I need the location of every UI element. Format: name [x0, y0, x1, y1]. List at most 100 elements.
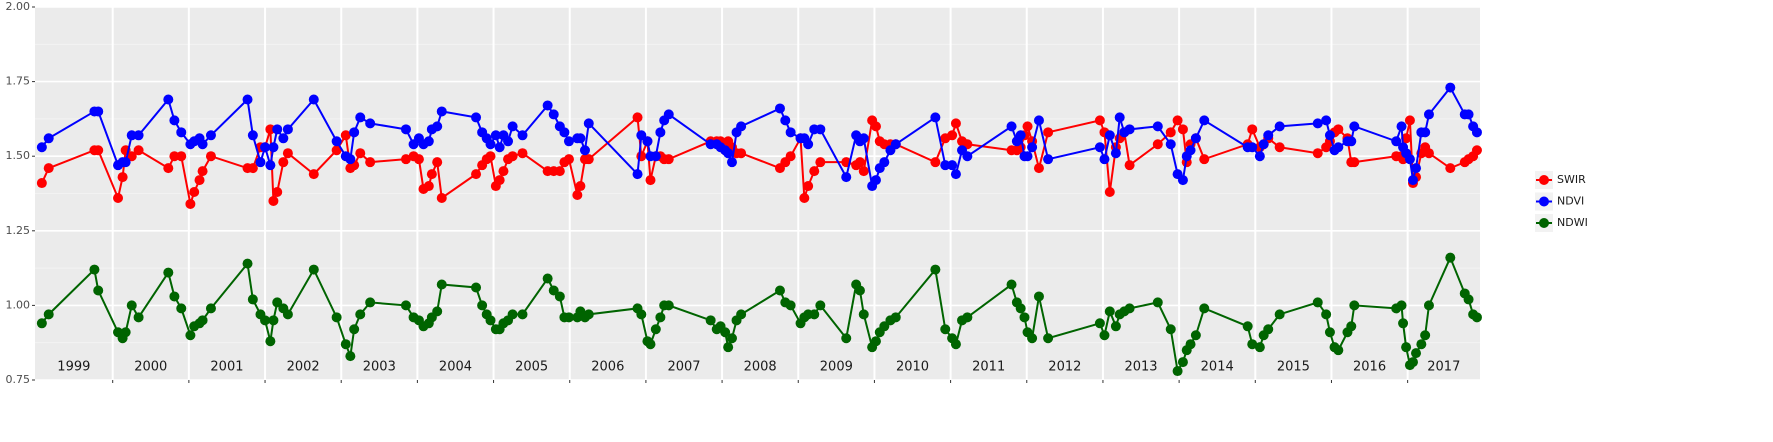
point [854, 157, 865, 168]
point [93, 285, 104, 296]
point [575, 133, 586, 144]
point [650, 324, 661, 335]
point [583, 309, 594, 320]
point [490, 130, 501, 141]
point [194, 175, 205, 186]
year-label: 2005 [515, 360, 548, 375]
point [815, 124, 826, 135]
point [185, 198, 196, 209]
point [189, 187, 200, 198]
point [355, 112, 366, 123]
point [1471, 145, 1482, 156]
point [542, 273, 553, 284]
point [1445, 82, 1456, 93]
point [282, 124, 293, 135]
point [169, 291, 180, 302]
point [1006, 279, 1017, 290]
point [1110, 148, 1121, 159]
year-label: 2010 [896, 360, 929, 375]
point [1152, 139, 1163, 150]
point [583, 154, 594, 165]
point [1199, 154, 1210, 165]
point [426, 169, 437, 180]
point [542, 100, 553, 111]
point [205, 303, 216, 314]
point [1104, 130, 1115, 141]
point [642, 136, 653, 147]
point [268, 315, 279, 326]
point [1043, 127, 1054, 138]
year-label: 2008 [744, 360, 777, 375]
legend-label: NDWI [1557, 216, 1588, 229]
point [1423, 148, 1434, 159]
point [485, 315, 496, 326]
point [1404, 154, 1415, 165]
point [485, 151, 496, 162]
point [423, 181, 434, 192]
point [349, 127, 360, 138]
point [655, 312, 666, 323]
point [858, 133, 869, 144]
point [1274, 309, 1285, 320]
point [197, 139, 208, 150]
point [247, 163, 258, 174]
point [1420, 330, 1431, 341]
point [169, 115, 180, 126]
point [1349, 121, 1360, 132]
point [400, 300, 411, 311]
point [663, 300, 674, 311]
point [1033, 115, 1044, 126]
point [1324, 327, 1335, 338]
point [1006, 121, 1017, 132]
point [1312, 148, 1323, 159]
year-label: 2009 [820, 360, 853, 375]
point [255, 157, 266, 168]
point [43, 309, 54, 320]
point [1190, 133, 1201, 144]
point [494, 175, 505, 186]
point [176, 303, 187, 314]
point [645, 339, 656, 350]
legend-label: SWIR [1557, 173, 1586, 186]
point [272, 187, 283, 198]
point [423, 136, 434, 147]
point [471, 169, 482, 180]
point [365, 157, 376, 168]
point [331, 145, 342, 156]
point [1185, 145, 1196, 156]
point [1445, 163, 1456, 174]
y-tick-label: 1.00 [6, 298, 31, 311]
point [1043, 333, 1054, 344]
point [340, 130, 351, 141]
point [471, 112, 482, 123]
point [1333, 142, 1344, 153]
point [663, 154, 674, 165]
point [1346, 136, 1357, 147]
point [890, 139, 901, 150]
point [723, 342, 734, 353]
point [650, 151, 661, 162]
point [559, 127, 570, 138]
point [517, 148, 528, 159]
point [1349, 300, 1360, 311]
point [1349, 157, 1360, 168]
point [1124, 124, 1135, 135]
year-label: 2012 [1048, 360, 1081, 375]
point [1043, 154, 1054, 165]
point [1199, 303, 1210, 314]
point [1152, 121, 1163, 132]
point [477, 300, 488, 311]
point [197, 166, 208, 177]
point [636, 151, 647, 162]
point [890, 312, 901, 323]
point [1398, 318, 1409, 329]
point [1033, 291, 1044, 302]
point [1254, 342, 1265, 353]
year-label: 1999 [57, 360, 90, 375]
point [1312, 297, 1323, 308]
year-label: 2016 [1353, 360, 1386, 375]
point [1022, 151, 1033, 162]
point [265, 160, 276, 171]
point [950, 169, 961, 180]
point [308, 264, 319, 275]
